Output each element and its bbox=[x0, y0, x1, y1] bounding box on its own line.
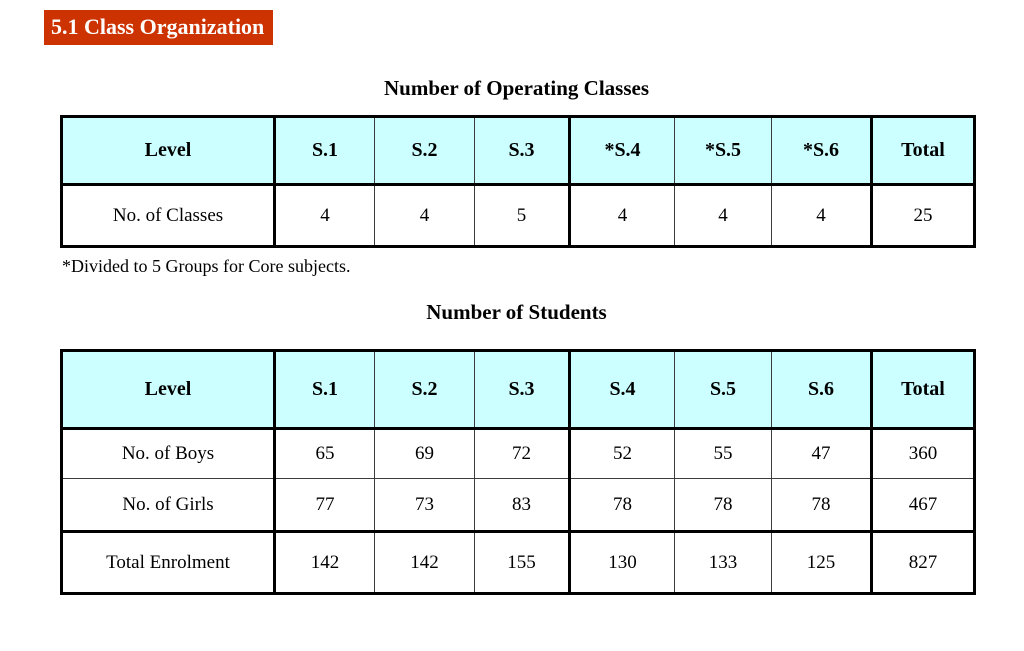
value-cell: 55 bbox=[674, 428, 772, 479]
value-cell: 125 bbox=[771, 530, 872, 594]
value-cell: 130 bbox=[568, 530, 675, 594]
col-header-s6: *S.6 bbox=[771, 116, 872, 186]
table-header-row: Level S.1 S.2 S.3 *S.4 *S.5 *S.6 Total bbox=[61, 116, 975, 186]
row-label: Total Enrolment bbox=[61, 530, 275, 594]
col-header-total: Total bbox=[870, 116, 975, 186]
row-label: No. of Classes bbox=[61, 184, 275, 247]
value-cell: 360 bbox=[870, 428, 975, 479]
col-header-s6: S.6 bbox=[771, 350, 872, 430]
col-header-s2: S.2 bbox=[374, 116, 475, 186]
row-label: No. of Girls bbox=[61, 478, 275, 532]
col-header-total: Total bbox=[870, 350, 975, 430]
section-heading: 5.1 Class Organization bbox=[44, 10, 274, 45]
value-cell: 155 bbox=[474, 530, 570, 594]
col-header-s3: S.3 bbox=[474, 350, 570, 430]
students-table: Level S.1 S.2 S.3 S.4 S.5 S.6 Total No. … bbox=[60, 349, 976, 595]
value-cell: 73 bbox=[374, 478, 475, 532]
value-cell: 83 bbox=[474, 478, 570, 532]
col-header-s4: S.4 bbox=[568, 350, 675, 430]
value-cell: 827 bbox=[870, 530, 975, 594]
col-header-s2: S.2 bbox=[374, 350, 475, 430]
value-cell: 78 bbox=[771, 478, 872, 532]
value-cell: 4 bbox=[568, 184, 675, 247]
row-label: No. of Boys bbox=[61, 428, 275, 479]
table-row-classes: No. of Classes 4 4 5 4 4 4 25 bbox=[61, 184, 975, 247]
value-cell: 467 bbox=[870, 478, 975, 532]
value-cell: 25 bbox=[870, 184, 975, 247]
value-cell: 4 bbox=[273, 184, 375, 247]
value-cell: 65 bbox=[273, 428, 375, 479]
value-cell: 142 bbox=[273, 530, 375, 594]
value-cell: 4 bbox=[374, 184, 475, 247]
col-header-level: Level bbox=[61, 350, 275, 430]
table-row-boys: No. of Boys 65 69 72 52 55 47 360 bbox=[61, 428, 975, 479]
col-header-level: Level bbox=[61, 116, 275, 186]
value-cell: 133 bbox=[674, 530, 772, 594]
table-row-total-enrolment: Total Enrolment 142 142 155 130 133 125 … bbox=[61, 530, 975, 594]
col-header-s5: S.5 bbox=[674, 350, 772, 430]
table-title-operating-classes: Number of Operating Classes bbox=[383, 76, 650, 100]
value-cell: 78 bbox=[674, 478, 772, 532]
col-header-s3: S.3 bbox=[474, 116, 570, 186]
value-cell: 4 bbox=[674, 184, 772, 247]
value-cell: 72 bbox=[474, 428, 570, 479]
col-header-s5: *S.5 bbox=[674, 116, 772, 186]
operating-classes-table: Level S.1 S.2 S.3 *S.4 *S.5 *S.6 Total N… bbox=[60, 115, 976, 248]
value-cell: 52 bbox=[568, 428, 675, 479]
table-row-girls: No. of Girls 77 73 83 78 78 78 467 bbox=[61, 478, 975, 532]
value-cell: 4 bbox=[771, 184, 872, 247]
page-content: Number of Operating Classes Level S.1 S.… bbox=[60, 76, 976, 595]
col-header-s1: S.1 bbox=[273, 350, 375, 430]
value-cell: 5 bbox=[474, 184, 570, 247]
value-cell: 142 bbox=[374, 530, 475, 594]
value-cell: 47 bbox=[771, 428, 872, 479]
col-header-s1: S.1 bbox=[273, 116, 375, 186]
table-title-students: Number of Students bbox=[426, 300, 607, 324]
table-header-row: Level S.1 S.2 S.3 S.4 S.5 S.6 Total bbox=[61, 350, 975, 430]
value-cell: 77 bbox=[273, 478, 375, 532]
col-header-s4: *S.4 bbox=[568, 116, 675, 186]
footnote: *Divided to 5 Groups for Core subjects. bbox=[62, 256, 351, 276]
value-cell: 69 bbox=[374, 428, 475, 479]
value-cell: 78 bbox=[568, 478, 675, 532]
